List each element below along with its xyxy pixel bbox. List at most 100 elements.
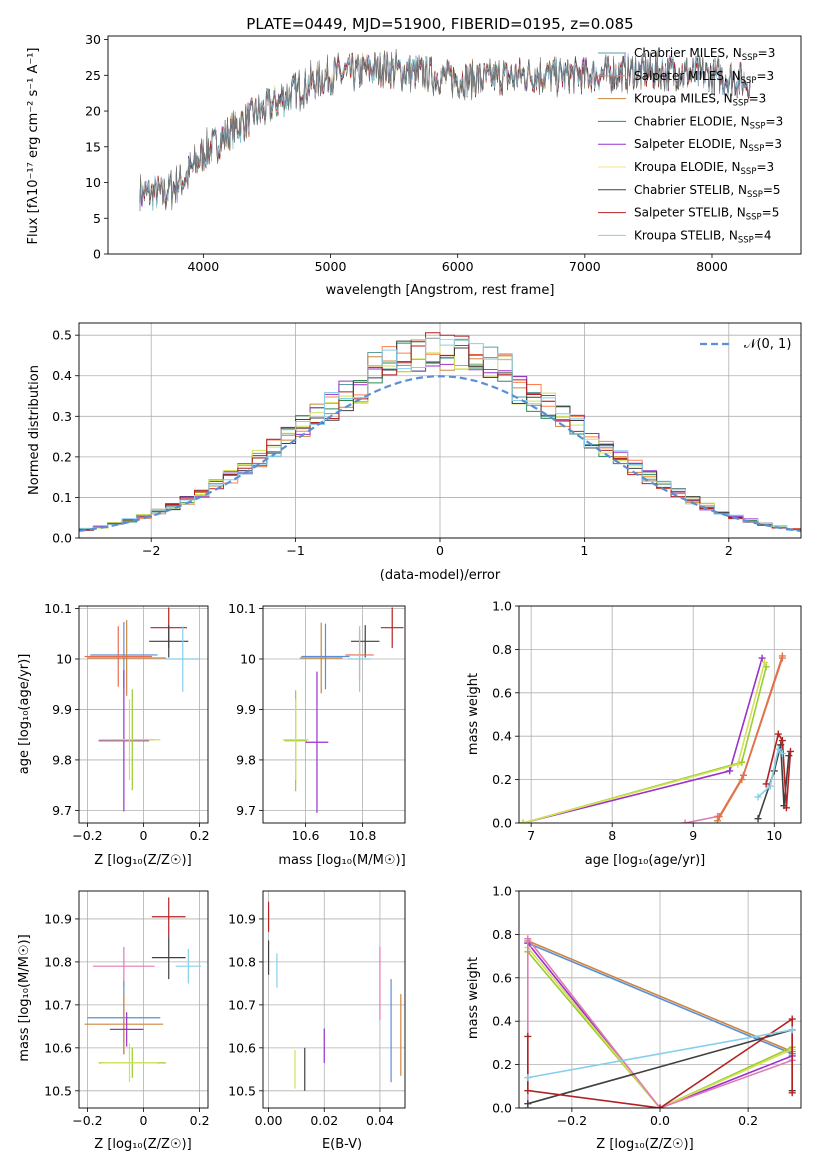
spectrum-ytick-label: 0 — [93, 247, 101, 262]
residual-ylabel: Normed distribution — [27, 365, 42, 495]
mass-z-xlabel: Z [log₁₀(Z/Z☉)] — [94, 1137, 191, 1152]
legend-entry: Chabrier STELIB, NSSP=5 — [634, 183, 781, 200]
weight-point-marker — [714, 817, 722, 823]
spectrum-ytick-label: 25 — [85, 68, 101, 83]
weight-point-marker — [778, 737, 786, 745]
weight-z-ytick-label: 0.8 — [492, 927, 512, 942]
weight-age-xlabel: age [log₁₀(age/yr)] — [585, 853, 706, 868]
age-mass-frame — [262, 605, 406, 824]
age-mass-xlabel: mass [log₁₀(M/M☉)] — [278, 853, 405, 868]
age-z-ytick-label: 9.8 — [52, 752, 72, 767]
weight-point-marker — [778, 654, 786, 662]
mass-z-ytick-label: 10.5 — [44, 1083, 72, 1098]
weight-series-line — [684, 815, 718, 823]
spectrum-ytick-label: 10 — [85, 175, 101, 190]
weight-point-marker — [715, 812, 723, 820]
mass-z-ytick-label: 10.8 — [44, 954, 72, 969]
mass-z-frame — [78, 890, 209, 1109]
histogram-series — [79, 337, 801, 538]
residual-ytick-label: 0.2 — [52, 449, 72, 464]
legend-entry: Salpeter ELODIE, NSSP=3 — [634, 137, 782, 154]
mass-ebv-xlabel: E(B-V) — [322, 1137, 362, 1152]
weight-point-marker — [774, 730, 782, 738]
age-z-xtick-label: −0.2 — [72, 828, 102, 843]
mass-z-ylabel: mass [log₁₀(M/M☉)] — [17, 934, 32, 1061]
legend-entry: Salpeter STELIB, NSSP=5 — [634, 206, 779, 223]
residual-xtick-label: 2 — [725, 543, 733, 558]
weight-z-xlabel: Z [log₁₀(Z/Z☉)] — [596, 1137, 693, 1152]
age-mass-ytick-label: 10.1 — [228, 601, 256, 616]
weight-point-marker — [681, 819, 689, 823]
mass-ebv-ytick-label: 10.9 — [228, 911, 256, 926]
weight-series-line — [527, 942, 793, 1108]
legend-entry: Kroupa STELIB, NSSP=4 — [634, 228, 772, 245]
residual-xtick-label: −1 — [286, 543, 304, 558]
weight-age-ytick-label: 0.6 — [492, 685, 512, 700]
weight-age-xtick-label: 10 — [766, 828, 782, 843]
age-z-ytick-label: 9.7 — [52, 803, 72, 818]
weight-z-ytick-label: 0.2 — [492, 1057, 512, 1072]
weight-point-marker — [726, 767, 734, 775]
weight-age-frame — [518, 605, 802, 824]
weight-z-ytick-label: 1.0 — [492, 884, 512, 899]
weight-point-marker — [786, 747, 794, 755]
histogram-series — [79, 332, 801, 538]
weight-point-marker — [766, 782, 774, 790]
mass-ebv-frame — [262, 890, 406, 1109]
weight-z-xtick-label: 0.0 — [650, 1113, 670, 1128]
weight-series-line — [526, 1017, 794, 1108]
weight-z-ytick-label: 0.0 — [492, 1101, 512, 1116]
age-z-xtick-label: 0 — [140, 828, 148, 843]
weight-series-line — [527, 1029, 793, 1079]
weight-point-marker — [519, 819, 527, 823]
age-z-ylabel: age [log₁₀(age/yr)] — [17, 654, 32, 775]
weight-point-marker — [656, 1104, 664, 1108]
weight-point-marker — [762, 780, 770, 788]
age-z-ytick-label: 10.1 — [44, 601, 72, 616]
weight-point-marker — [524, 1074, 532, 1082]
age-mass-ytick-label: 9.9 — [236, 702, 256, 717]
residual-ytick-label: 0.3 — [52, 409, 72, 424]
spectrum-ytick-label: 20 — [85, 104, 101, 119]
weight-age-ytick-label: 0.2 — [492, 772, 512, 787]
mass-z-xtick-label: 0.2 — [190, 1113, 210, 1128]
weight-age-xtick-label: 8 — [608, 828, 616, 843]
mass-z-axes: −0.2 0 0.2 10.5 10.6 10.7 10.8 10.9 — [44, 891, 210, 1128]
spectrum-frame — [107, 35, 802, 255]
weight-z-lines — [524, 935, 796, 1108]
spectrum-xtick-label: 6000 — [442, 259, 474, 274]
weight-age-ylabel: mass weight — [466, 673, 481, 755]
age-mass-xtick-label: 10.6 — [292, 828, 320, 843]
spectrum-title: PLATE=0449, MJD=51900, FIBERID=0195, z=0… — [246, 15, 633, 33]
age-z-points — [84, 607, 200, 812]
weight-z-xtick-label: 0.2 — [738, 1113, 758, 1128]
mass-z-ytick-label: 10.7 — [44, 997, 72, 1012]
mass-ebv-ytick-label: 10.7 — [228, 997, 256, 1012]
age-mass-axes: 10.6 10.8 9.7 9.8 9.9 10 10.1 — [228, 601, 405, 843]
weight-point-marker — [524, 1100, 532, 1108]
weight-series-line — [527, 942, 793, 1055]
weight-point-marker — [761, 658, 769, 666]
weight-age-lines — [519, 652, 794, 823]
spectrum-xtick-label: 8000 — [696, 259, 728, 274]
weight-age-ytick-label: 0.0 — [492, 816, 512, 831]
legend-entry: Chabrier ELODIE, NSSP=3 — [634, 114, 783, 131]
age-mass-xtick-label: 10.8 — [348, 828, 376, 843]
spectrum-ylabel: Flux [fλ10⁻¹⁷ erg cm⁻² s⁻¹ A⁻¹] — [26, 48, 41, 245]
mass-ebv-xtick-label: 0.02 — [310, 1113, 338, 1128]
spectrum-xtick-label: 4000 — [187, 259, 219, 274]
age-z-xlabel: Z [log₁₀(Z/Z☉)] — [94, 853, 191, 868]
weight-series-line — [718, 657, 784, 817]
normal-distribution-curve — [79, 375, 801, 532]
weight-series-line — [527, 946, 793, 1108]
mass-ebv-axes: 0.00 0.02 0.04 10.5 10.6 10.7 10.8 10.9 — [228, 891, 405, 1128]
mass-z-xtick-label: 0 — [140, 1113, 148, 1128]
legend-entry: Salpeter MILES, NSSP=3 — [634, 69, 774, 86]
normal-legend-label: 𝒩(0, 1) — [744, 337, 791, 352]
residual-frame — [78, 322, 802, 539]
spectrum-axes: 4000 5000 6000 7000 8000 0 5 10 15 20 25 30 — [85, 32, 728, 274]
weight-series-line — [527, 940, 793, 1053]
spectrum-ytick-label: 30 — [85, 32, 101, 47]
weight-series-line — [526, 936, 793, 1108]
